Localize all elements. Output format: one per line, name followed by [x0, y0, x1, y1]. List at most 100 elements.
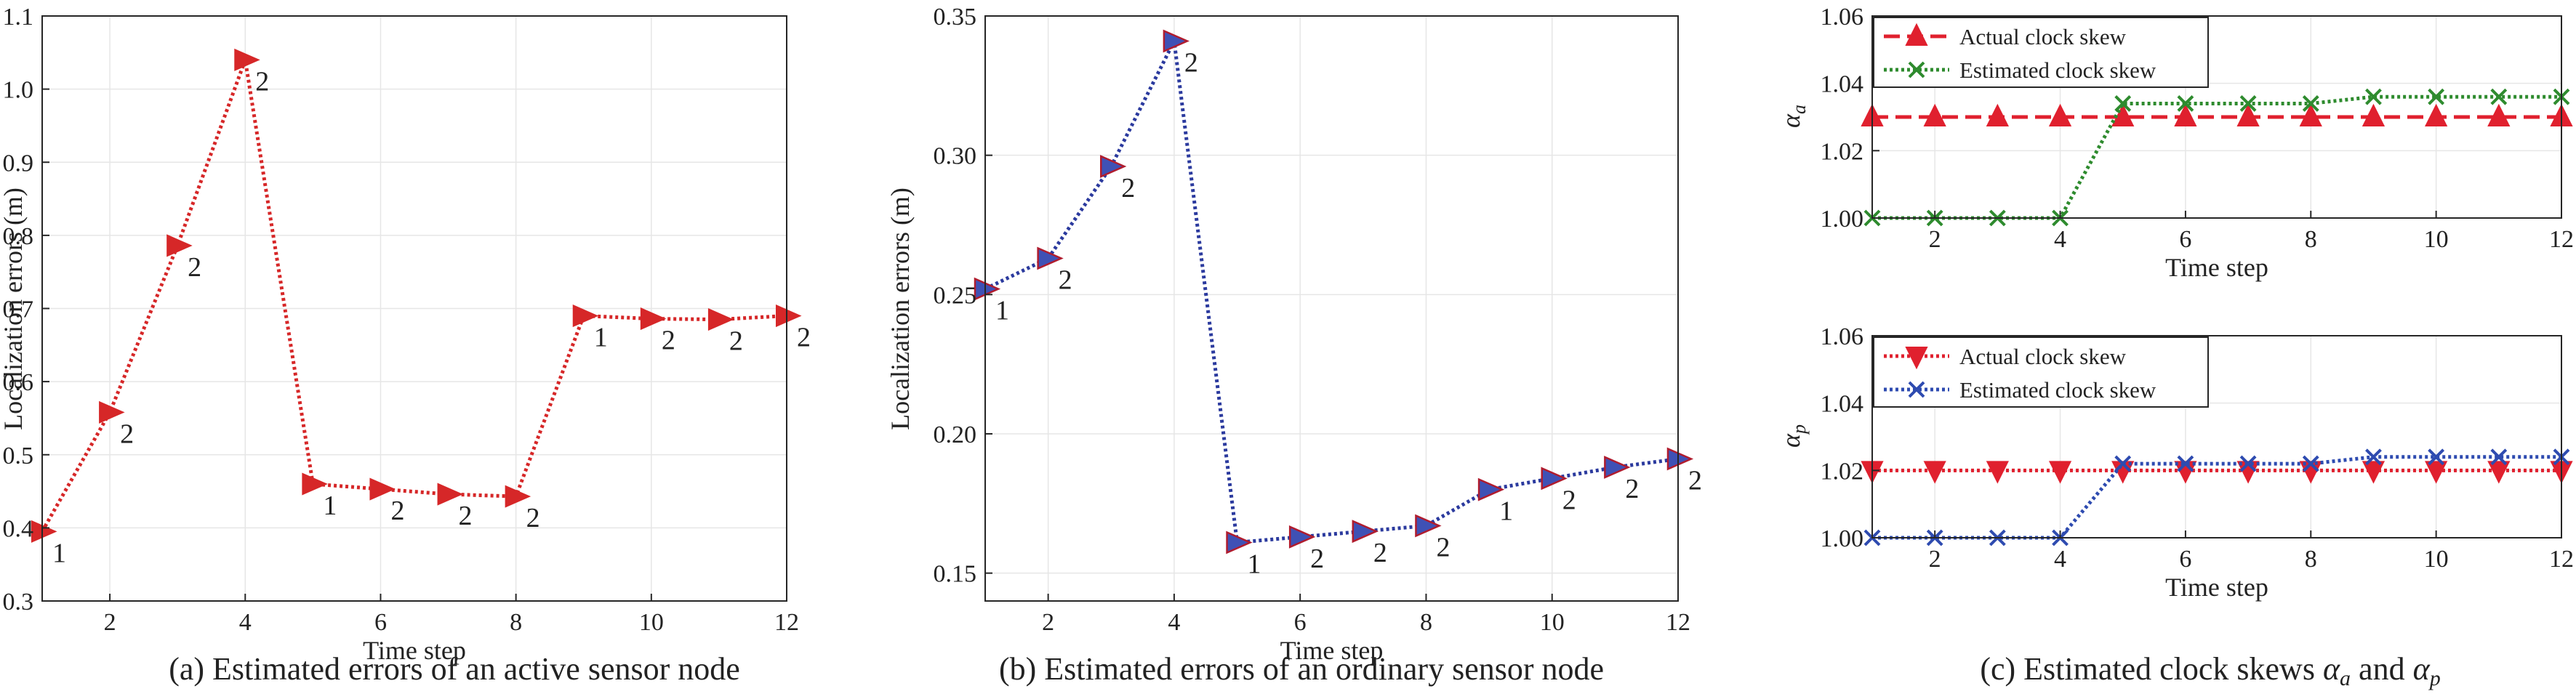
point-label: 1 [323, 491, 337, 521]
data-point [302, 472, 328, 496]
x-tick-label: 8 [510, 609, 522, 636]
legend-label: Estimated clock skew [1959, 377, 2156, 403]
data-point [2302, 95, 2319, 112]
point-label: 2 [1310, 544, 1324, 574]
y-tick-label: 1.06 [1821, 4, 1864, 31]
x-axis-label: Time step [2165, 253, 2268, 282]
data-point [1352, 520, 1379, 544]
data-point [1226, 530, 1253, 554]
data-point [1923, 461, 1946, 484]
data-point [2302, 455, 2319, 472]
data-point [2365, 448, 2382, 466]
data-point [1541, 467, 1568, 491]
data-point [1415, 514, 1442, 538]
x-axis-label: Time step [363, 636, 466, 665]
y-axis-subscript: a [1789, 105, 1810, 114]
data-point [572, 304, 599, 328]
x-tick-label: 12 [1666, 609, 1690, 636]
caption-c-alpha: α [2323, 651, 2340, 687]
data-point [640, 307, 667, 331]
y-tick-label: 1.00 [1821, 525, 1864, 552]
data-point [166, 234, 193, 257]
legend: Actual clock skew Estimated clock skew [1873, 336, 2209, 408]
y-tick-label: 1.04 [1821, 391, 1864, 418]
point-label: 2 [390, 496, 404, 526]
point-label: 2 [1121, 173, 1135, 203]
legend-swatch-marker [1905, 347, 1928, 370]
point-label: 2 [1562, 485, 1576, 515]
data-point [1037, 246, 1064, 270]
x-tick-label: 12 [774, 609, 799, 636]
axes-frame [1871, 335, 2562, 538]
y-axis-symbol: α [1776, 113, 1805, 128]
y-tick-label: 0.15 [934, 561, 977, 588]
data-point [776, 304, 802, 328]
point-label: 2 [120, 419, 134, 449]
y-tick-label: 0.5 [3, 443, 34, 469]
caption-c: (c) Estimated clock skews αa and αp [1980, 651, 2440, 690]
y-tick-label: 0.9 [3, 150, 34, 177]
data-point [2490, 88, 2508, 105]
y-tick-label: 1.06 [1821, 323, 1864, 350]
point-label: 2 [1184, 48, 1198, 78]
x-tick-label: 4 [2054, 226, 2066, 253]
data-point [2425, 103, 2448, 126]
data-point [1477, 477, 1505, 501]
caption-c-text: (c) Estimated clock skews [1980, 651, 2323, 687]
data-point [2425, 461, 2448, 484]
x-tick-label: 2 [1929, 226, 1941, 253]
x-tick-label: 8 [2305, 546, 2317, 573]
point-label: 2 [1436, 533, 1450, 563]
panel-c-lower-clock-skew-alpha-p: 2 4 6 8 10 12 1.00 1.02 1.04 1.06 Time step αp Actua… [1776, 323, 2574, 602]
data-point [2239, 455, 2257, 472]
legend-swatch-marker [1908, 381, 1925, 398]
y-tick-label: 0.7 [3, 296, 34, 323]
point-label: 2 [1059, 265, 1072, 296]
y-tick-label: 1.02 [1821, 458, 1864, 485]
data-point [99, 400, 125, 424]
legend-label: Actual clock skew [1959, 24, 2127, 49]
data-point [2365, 88, 2382, 105]
data-point [2428, 88, 2445, 105]
x-tick-label: 12 [2549, 546, 2574, 573]
series-line-estimated-clock-skew [1872, 94, 2561, 220]
x-tick-label: 10 [2424, 546, 2449, 573]
point-label: 2 [1373, 538, 1387, 568]
data-point [1288, 525, 1316, 549]
data-point [2114, 95, 2132, 112]
point-label: 2 [526, 503, 540, 533]
data-point [31, 520, 57, 543]
data-point [1923, 103, 1946, 126]
axes-frame [1871, 15, 2562, 219]
y-tick-label: 1.0 [3, 77, 34, 104]
data-point [2299, 103, 2322, 126]
point-label: 2 [1625, 474, 1639, 504]
data-point [2114, 455, 2132, 472]
x-tick-label: 6 [374, 609, 387, 636]
x-tick-label: 8 [1420, 609, 1432, 636]
axes-frame [984, 15, 1679, 602]
data-point [2487, 103, 2511, 126]
point-label: 2 [1688, 466, 1702, 496]
caption-a: (a) Estimated errors of an active sensor… [169, 651, 740, 687]
data-point [2490, 448, 2508, 466]
y-axis-label: αp [1776, 424, 1810, 448]
y-tick-label: 0.35 [934, 4, 977, 31]
data-point [1163, 29, 1190, 53]
caption-c-and: and [2351, 651, 2413, 687]
point-label: 2 [729, 326, 743, 357]
point-label: 2 [188, 252, 201, 283]
point-label: 2 [797, 323, 811, 353]
panel-c-upper-clock-skew-alpha-a: 2 4 6 8 10 12 1.00 1.02 1.04 1.06 Time step αa Actua… [1776, 4, 2574, 282]
point-label: 1 [52, 538, 66, 568]
point-label: 2 [662, 326, 675, 356]
data-point [2236, 103, 2260, 126]
x-tick-label: 2 [1929, 546, 1941, 573]
y-tick-label: 0.8 [3, 223, 34, 250]
caption-c-alpha: α [2413, 651, 2431, 687]
x-tick-label: 10 [639, 609, 664, 636]
y-tick-label: 0.6 [3, 369, 34, 396]
